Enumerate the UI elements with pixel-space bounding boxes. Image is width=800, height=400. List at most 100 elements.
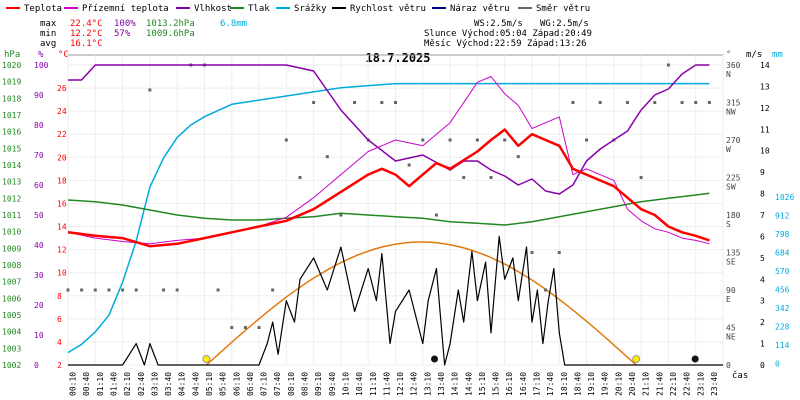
- pct-tick: 30: [34, 271, 44, 280]
- time-tick: 15:10: [478, 372, 487, 396]
- wind-direction-point: [680, 101, 684, 104]
- stat-max-label: max: [40, 19, 57, 29]
- deg-tick: 135: [726, 249, 741, 258]
- ms-unit: m/s: [746, 50, 762, 60]
- ms-tick: 12: [760, 104, 770, 113]
- c-tick: 8: [57, 292, 62, 301]
- deg-tick: 45: [726, 324, 736, 333]
- c-tick: 16: [57, 199, 67, 208]
- pct-tick: 80: [34, 121, 44, 130]
- wind-direction-point: [516, 155, 520, 159]
- stats-block: max 22.4°C 100% 1013.2hPa 6.8mm min 12.2…: [40, 19, 247, 49]
- sun-marker: [632, 355, 641, 363]
- wind-direction-point: [544, 288, 548, 292]
- sun-moon-markers: [202, 355, 699, 363]
- legend-label: Teplota: [24, 4, 62, 14]
- mm-tick: 228: [775, 323, 790, 332]
- wind-direction-point: [394, 101, 397, 104]
- c-tick: 6: [57, 315, 62, 324]
- wind-direction-point: [434, 213, 438, 217]
- time-tick: 12:40: [410, 372, 419, 396]
- hpa-tick: 1019: [2, 78, 21, 87]
- wind-info: WS:2.5m/s WG:2.5m/s Slunce Východ:05:04 …: [424, 19, 592, 49]
- left-axes: 1020101910181017101610151014101310121011…: [2, 61, 67, 370]
- hpa-tick: 1002: [2, 361, 21, 370]
- time-tick: 05:10: [205, 372, 214, 396]
- hpa-tick: 1020: [2, 61, 21, 70]
- hpa-tick: 1011: [2, 211, 21, 220]
- temperature-line: [67, 128, 710, 248]
- chart-date-title: 18.7.2025: [365, 51, 430, 65]
- mm-tick: 798: [775, 230, 790, 239]
- legend-label: Srážky: [294, 4, 327, 14]
- moon-marker: [431, 355, 439, 363]
- deg-tick: 180: [726, 211, 741, 220]
- wind-direction-point: [66, 288, 70, 292]
- deg-tick: 225: [726, 174, 741, 183]
- hpa-tick: 1012: [2, 194, 21, 203]
- stat-avg-label: avg: [40, 39, 56, 49]
- dir-tick: NW: [726, 108, 736, 117]
- ms-tick: 8: [760, 190, 765, 199]
- c-tick: 14: [57, 223, 67, 232]
- mm-tick: 342: [775, 304, 790, 313]
- wind-direction-point: [598, 101, 602, 104]
- pct-tick: 20: [34, 301, 44, 310]
- time-tick: 10:40: [355, 372, 364, 396]
- time-axis: 00:10 00:40 01:10 01:40 02:10 02:40 03:10 03:40…: [69, 372, 719, 396]
- humidity-line: [68, 64, 710, 195]
- legend-label: Náraz větru: [450, 4, 510, 14]
- deg-tick: 270: [726, 136, 741, 145]
- hpa-unit: hPa: [4, 50, 20, 60]
- time-tick: 20:40: [628, 372, 637, 396]
- mm-tick: 1026: [775, 193, 794, 202]
- dir-tick: E: [726, 295, 731, 304]
- time-tick: 12:10: [396, 372, 405, 396]
- ms-tick: 1: [760, 340, 765, 349]
- legend-label: Přízemní teplota: [82, 4, 169, 14]
- deg-unit: °: [726, 50, 731, 60]
- time-tick: 15:40: [492, 372, 501, 396]
- time-tick: 00:40: [82, 372, 91, 396]
- time-tick: 20:10: [614, 372, 623, 396]
- time-tick: 08:40: [301, 372, 310, 396]
- pct-tick: 10: [34, 331, 44, 340]
- time-tick: 09:40: [328, 372, 337, 396]
- wind-direction-point: [230, 326, 234, 329]
- stat-max-hum: 100%: [114, 19, 136, 29]
- stat-avg-temp: 16.1°C: [70, 39, 103, 49]
- pct-tick: 70: [34, 151, 44, 160]
- hpa-tick: 1017: [2, 111, 21, 120]
- wind-ws: WS:2.5m/s: [474, 19, 523, 29]
- stat-rain-total: 6.8mm: [220, 19, 247, 29]
- legend-label: Rychlost větru: [350, 4, 426, 14]
- time-tick: 17:10: [533, 372, 542, 396]
- c-tick: 2: [57, 361, 62, 370]
- ms-tick: 14: [760, 61, 770, 70]
- c-tick: 24: [57, 107, 67, 116]
- hpa-tick: 1014: [2, 161, 21, 170]
- dir-tick: NE: [726, 333, 736, 342]
- time-tick: 07:10: [260, 372, 269, 396]
- hpa-tick: 1016: [2, 128, 21, 137]
- wind-direction-point: [380, 101, 384, 104]
- pct-tick: 60: [34, 181, 44, 190]
- time-tick: 04:10: [178, 372, 187, 396]
- wind-direction-point: [312, 101, 316, 104]
- ms-tick: 13: [760, 82, 770, 91]
- c-tick: 20: [57, 153, 67, 162]
- wind-direction-point: [707, 101, 711, 104]
- stat-min-temp: 12.2°C: [70, 29, 103, 39]
- wind-direction-point: [571, 101, 575, 104]
- wind-direction-point: [148, 88, 152, 92]
- time-tick: 16:40: [519, 372, 528, 396]
- ms-tick: 2: [760, 318, 765, 327]
- pct-tick: 40: [34, 241, 44, 250]
- mm-tick: 912: [775, 212, 790, 221]
- pressure-line: [67, 192, 710, 226]
- time-tick: 06:10: [232, 372, 241, 396]
- deg-tick: 90: [726, 286, 736, 295]
- hpa-tick: 1003: [2, 344, 21, 353]
- sun-times: Slunce Východ:05:04 Západ:20:49: [424, 29, 592, 39]
